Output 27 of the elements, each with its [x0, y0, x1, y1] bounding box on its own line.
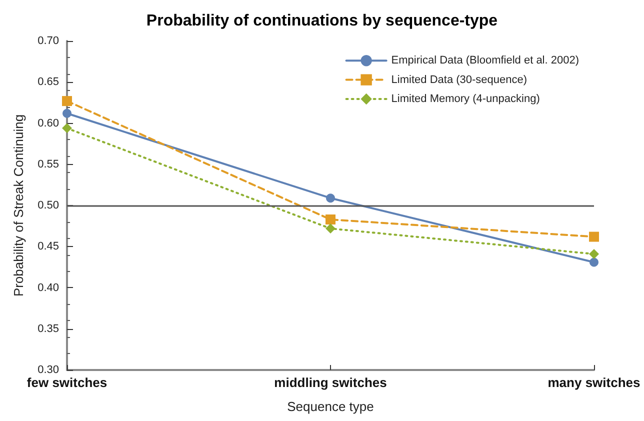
- point: [590, 258, 598, 267]
- y-axis-title: Probability of Streak Continuing: [11, 114, 26, 297]
- point: [326, 224, 336, 234]
- y-tick-label: 0.30: [38, 364, 59, 376]
- point: [62, 96, 72, 106]
- y-tick-label: 0.50: [38, 200, 59, 212]
- x-tick-label: middling switches: [274, 375, 387, 390]
- x-tick-label: few switches: [26, 375, 108, 390]
- x-tick-label: many switches: [548, 375, 640, 390]
- chart-title: Probability of continuations by sequence-type: [146, 12, 498, 30]
- y-tick-label: 0.60: [38, 117, 59, 130]
- y-tick-label: 0.45: [38, 240, 59, 253]
- point: [62, 108, 72, 118]
- legend-label: Limited Data (30-sequence): [391, 74, 528, 86]
- point: [62, 123, 72, 134]
- point: [589, 249, 599, 260]
- y-tick-label: 0.40: [38, 282, 59, 294]
- legend-label: Limited Memory (4-unpacking): [391, 93, 540, 105]
- point: [326, 214, 336, 224]
- y-tick-label: 0.65: [38, 76, 59, 88]
- x-axis-title: Sequence type: [287, 399, 374, 414]
- y-tick-label: 0.55: [38, 158, 59, 170]
- point: [326, 194, 335, 203]
- y-tick-label: 0.70: [38, 35, 59, 47]
- point: [589, 232, 599, 242]
- y-tick-label: 0.35: [38, 322, 59, 335]
- legend-label: Empirical Data (Bloomfield et al. 2002): [391, 54, 580, 67]
